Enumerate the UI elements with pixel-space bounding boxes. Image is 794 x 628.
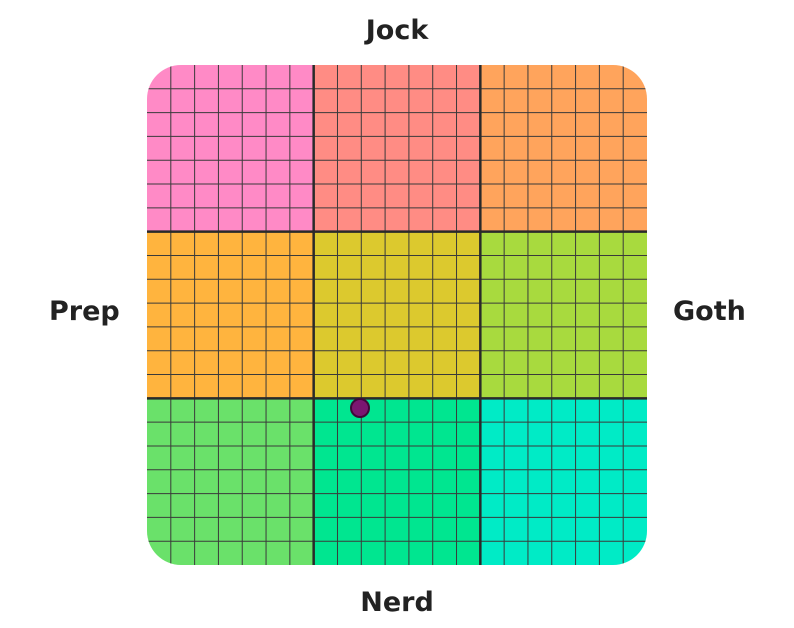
axis-label-top: Jock bbox=[365, 15, 429, 46]
color-regions bbox=[147, 65, 647, 565]
marker-layer bbox=[350, 398, 370, 418]
region-0-0 bbox=[147, 65, 315, 233]
region-0-2 bbox=[480, 65, 647, 233]
axis-label-bottom: Nerd bbox=[360, 587, 434, 618]
region-2-0 bbox=[147, 398, 315, 565]
region-2-2 bbox=[480, 398, 647, 565]
axis-label-right: Goth bbox=[673, 296, 746, 327]
region-1-0 bbox=[147, 231, 315, 399]
axis-label-left: Prep bbox=[49, 296, 120, 327]
region-1-1 bbox=[313, 231, 481, 399]
major-grid-lines bbox=[147, 65, 647, 565]
minor-grid-lines bbox=[147, 65, 647, 565]
region-2-1 bbox=[313, 398, 481, 565]
position-marker[interactable] bbox=[350, 398, 370, 418]
region-1-2 bbox=[480, 231, 647, 399]
grid-area bbox=[147, 65, 647, 565]
region-0-1 bbox=[313, 65, 481, 233]
